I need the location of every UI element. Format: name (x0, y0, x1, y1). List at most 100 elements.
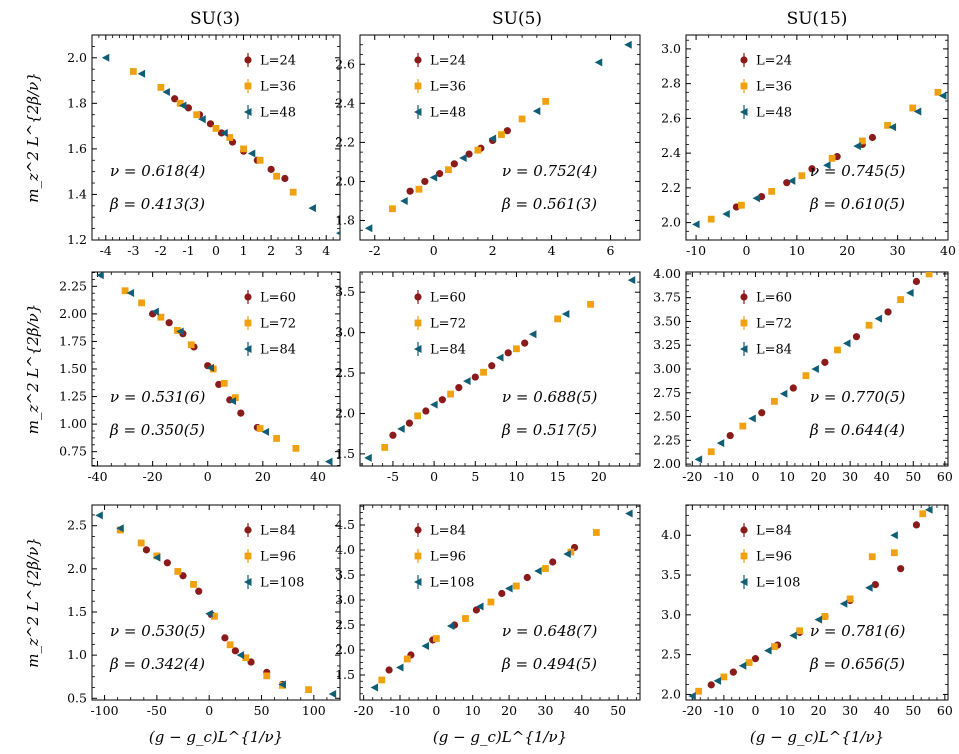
y-axis-label: m_z^2 L^{2β/ν} (24, 72, 42, 203)
x-tick-label: 100 (302, 703, 326, 718)
annotation-beta: β = 0.413(3) (109, 195, 205, 213)
y-tick-label: 2.0 (335, 405, 355, 420)
data-points (96, 272, 333, 466)
y-tick-label: 2.0 (67, 50, 87, 65)
data-point-square (828, 154, 836, 162)
data-point-square (909, 104, 917, 112)
x-tick-label: 0 (432, 703, 440, 718)
x-tick-label: 10 (789, 243, 805, 258)
data-point-triangle (528, 330, 537, 339)
data-point-circle (897, 565, 905, 573)
data-point-triangle (913, 107, 922, 116)
y-tick-label: 2.00 (59, 306, 87, 321)
data-point-square (174, 568, 182, 575)
data-point-triangle (532, 107, 541, 116)
data-point-triangle (446, 622, 455, 630)
y-tick-label: 1.2 (67, 232, 87, 247)
legend-label: L=72 (260, 317, 296, 332)
x-tick-label: -100 (91, 703, 119, 718)
column-title-su15: SU(15) (787, 9, 848, 29)
x-tick-label: 60 (937, 703, 953, 718)
data-point-triangle (247, 149, 256, 158)
panel-1-3: -10 0 10 20 30 40 2.0 2.2 2.4 2.6 2.8 3.0 L=24 L=36 L=… (661, 34, 956, 258)
data-point-square (834, 346, 841, 354)
data-point-circle (450, 160, 458, 168)
data-point-triangle (206, 363, 214, 372)
y-tick-label: 4.00 (653, 266, 681, 281)
legend-label: L=84 (430, 524, 466, 539)
annotation-beta: β = 0.350(5) (109, 421, 205, 439)
y-tick-label: 2.5 (335, 365, 355, 380)
x-tick-label: -4 (100, 243, 112, 258)
data-point-triangle (459, 154, 467, 162)
data-point-triangle (534, 567, 542, 575)
data-point-square (474, 146, 482, 154)
data-point-triangle (865, 583, 873, 592)
data-point-square (542, 565, 549, 572)
data-point-square (256, 425, 264, 432)
data-point-square (865, 321, 873, 329)
x-tick-label: -2 (369, 243, 381, 258)
annotation-nu: ν = 0.688(5) (502, 388, 598, 406)
x-tick-label: 20 (811, 703, 827, 718)
data-point-circle (221, 634, 229, 642)
legend-label: L=84 (260, 524, 296, 539)
data-point-triangle (126, 288, 135, 297)
y-tick-label: 2.0 (661, 215, 681, 230)
data-point-square (381, 444, 389, 451)
data-point-triangle (308, 204, 316, 213)
data-point-circle (751, 655, 760, 663)
data-point-square (157, 83, 165, 91)
data-point-circle (247, 658, 255, 666)
data-point-square (770, 397, 778, 405)
legend-marker-circle (244, 56, 252, 64)
data-point-circle (852, 333, 861, 341)
data-point-square (513, 345, 520, 353)
data-point-triangle (722, 209, 730, 218)
data-point-square (846, 595, 854, 603)
data-point-circle (503, 127, 511, 135)
y-tick-label: 0.75 (59, 444, 87, 459)
data-point-circle (821, 358, 829, 366)
x-tick-label: 1 (240, 243, 248, 258)
data-point-triangle (397, 424, 405, 433)
x-tick-label: -20 (354, 703, 374, 718)
data-point-square (925, 272, 933, 278)
data-point-square (518, 115, 526, 123)
data-point-square (378, 676, 386, 684)
data-point-triangle (324, 457, 333, 466)
annotation-nu: ν = 0.530(5) (110, 622, 206, 640)
legend-entry: L=60 (414, 290, 466, 306)
legend-label: L=60 (756, 291, 792, 306)
x-tick-label: 0 (430, 469, 438, 484)
data-point-triangle (101, 53, 110, 62)
data-point-triangle (823, 161, 831, 170)
legend-marker-circle (740, 526, 748, 534)
x-tick-label: 50 (610, 703, 626, 718)
x-tick-label: 50 (254, 703, 270, 718)
y-tick-label: 2.0 (67, 561, 87, 576)
annotation-nu: ν = 0.531(6) (110, 388, 206, 406)
data-point-square (587, 300, 594, 308)
x-tick-label: 0 (751, 703, 759, 718)
legend-marker-circle (244, 293, 252, 301)
annotation-beta: β = 0.656(5) (809, 655, 905, 673)
data-point-square (174, 327, 181, 334)
annotation-beta: β = 0.494(5) (501, 655, 597, 673)
legend-entry: L=108 (244, 575, 304, 591)
x-tick-label: 0 (212, 243, 220, 258)
y-tick-label: 2.4 (335, 95, 355, 110)
legend-label: L=84 (756, 524, 792, 539)
plot-frame (685, 34, 949, 241)
legend-label: L=84 (430, 343, 466, 358)
x-axis-labels: (g − g_c)L^{1/ν} (g − g_c)L^{1/ν} (g − g_c… (149, 728, 884, 746)
data-point-triangle (496, 353, 504, 362)
x-tick-label: 40 (874, 703, 890, 718)
data-point-triangle (236, 651, 245, 660)
data-point-square (890, 549, 898, 557)
data-point-square (770, 643, 778, 651)
x-tick-label: 10 (509, 469, 525, 484)
x-tick-label: 40 (874, 469, 890, 484)
legend-label: L=96 (260, 550, 296, 565)
annotation-nu: ν = 0.781(6) (810, 622, 906, 640)
